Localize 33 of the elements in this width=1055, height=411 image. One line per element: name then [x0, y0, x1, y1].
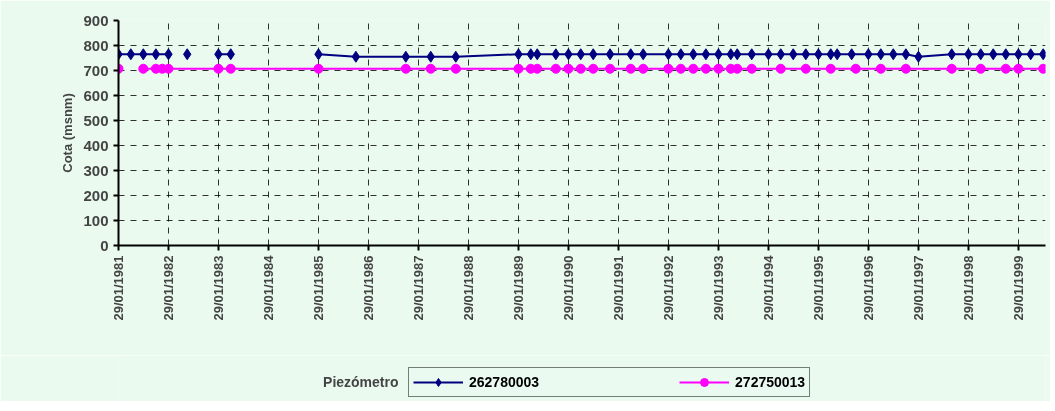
x-tick-label: 29/01/1998 — [960, 255, 976, 321]
y-tick-label: 400 — [83, 136, 109, 154]
x-tick-label: 29/01/1982 — [160, 255, 176, 321]
y-tick-label: 500 — [83, 111, 109, 129]
y-tick-label: 600 — [83, 86, 109, 104]
legend-label: 272750013 — [735, 374, 806, 390]
x-tick-label: 29/01/1984 — [260, 254, 276, 321]
y-tick-label: 100 — [83, 211, 109, 229]
y-tick-label: 200 — [83, 186, 109, 204]
y-tick-label: 800 — [83, 36, 109, 54]
x-tick-label: 29/01/1981 — [111, 255, 126, 321]
legend-title: Piezómetro — [323, 373, 399, 390]
x-tick-label: 29/01/1990 — [560, 255, 576, 321]
x-tick-label: 29/01/1999 — [1010, 255, 1026, 321]
x-tick-label: 29/01/1992 — [660, 255, 676, 321]
x-tick-label: 29/01/1986 — [360, 255, 376, 321]
x-tick-label: 29/01/1985 — [310, 255, 326, 321]
y-axis-title: Cota (msnm) — [60, 93, 76, 173]
x-tick-label: 29/01/1989 — [510, 255, 526, 321]
y-tick-label: 0 — [100, 236, 109, 254]
x-tick-label: 29/01/1996 — [860, 255, 876, 321]
y-tick-label: 900 — [83, 11, 109, 29]
x-tick-label: 29/01/1988 — [460, 255, 476, 321]
x-tick-label: 29/01/1983 — [210, 255, 226, 321]
x-tick-label: 29/01/1987 — [410, 255, 426, 321]
x-tick-label: 29/01/1997 — [910, 255, 926, 321]
x-tick-label: 29/01/1991 — [610, 255, 626, 321]
legend-label: 262780003 — [469, 374, 540, 390]
x-tick-label: 29/01/1994 — [760, 254, 776, 321]
x-tick-label: 29/01/1993 — [710, 255, 726, 321]
x-tick-label: 29/01/1995 — [810, 255, 826, 321]
y-tick-label: 300 — [83, 161, 109, 179]
y-tick-label: 700 — [83, 61, 109, 79]
